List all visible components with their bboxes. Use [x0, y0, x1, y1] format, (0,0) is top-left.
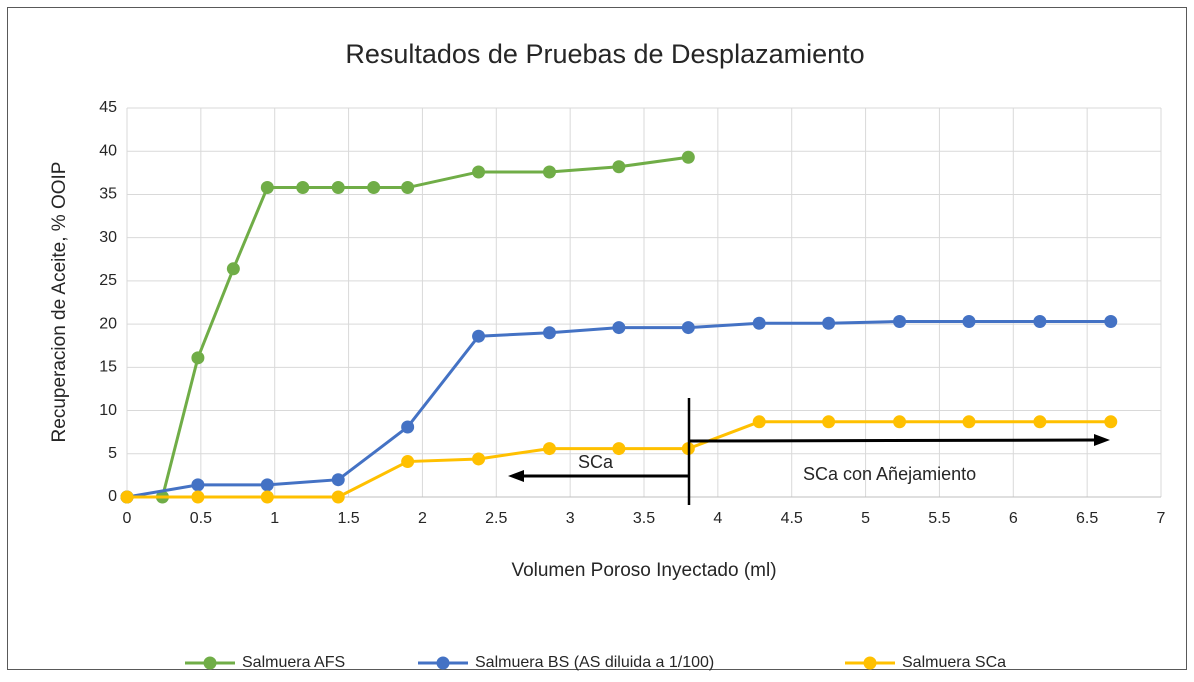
x-tick-label: 3.5: [633, 510, 655, 527]
data-point: [1033, 315, 1047, 329]
data-point: [191, 478, 205, 492]
y-tick-label: 25: [99, 272, 117, 289]
x-tick-label: 0: [123, 510, 132, 527]
data-point: [893, 315, 907, 329]
x-tick-label: 2: [418, 510, 427, 527]
y-tick-label: 35: [99, 186, 117, 203]
data-point: [472, 165, 486, 179]
x-tick-label: 6.5: [1076, 510, 1098, 527]
legend-marker: [863, 656, 877, 670]
y-tick-label: 5: [108, 445, 117, 462]
data-point: [893, 415, 907, 429]
x-tick-label: 7: [1157, 510, 1166, 527]
annotation: SCa con Añejamiento: [803, 464, 976, 484]
data-point: [401, 455, 415, 469]
data-point: [367, 181, 381, 195]
data-point: [1104, 415, 1118, 429]
arrow-right: [688, 438, 1097, 443]
arrow-head: [508, 470, 524, 482]
data-point: [120, 490, 134, 504]
arrow-head: [1094, 434, 1110, 446]
data-point: [472, 329, 486, 343]
chart-title: Resultados de Pruebas de Desplazamiento: [345, 39, 864, 69]
x-tick-label: 2.5: [485, 510, 507, 527]
data-point: [752, 316, 766, 330]
data-point: [681, 321, 695, 335]
data-point: [822, 415, 836, 429]
legend-marker: [203, 656, 217, 670]
legend-marker: [436, 656, 450, 670]
data-point: [472, 452, 486, 466]
x-tick-label: 1: [270, 510, 279, 527]
legend-label: Salmuera BS (AS diluida a 1/100): [475, 654, 714, 671]
x-tick-label: 4: [713, 510, 722, 527]
data-point: [1033, 415, 1047, 429]
x-tick-label: 3: [566, 510, 575, 527]
data-point: [260, 478, 274, 492]
data-point: [822, 316, 836, 330]
y-tick-label: 20: [99, 315, 117, 332]
data-point: [191, 490, 205, 504]
data-point: [962, 415, 976, 429]
y-axis-label: Recuperacion de Aceite, % OOIP: [49, 162, 70, 443]
data-point: [260, 181, 274, 195]
y-tick-label: 30: [99, 229, 117, 246]
data-point: [542, 326, 556, 340]
x-tick-label: 5.5: [928, 510, 950, 527]
series-group: [120, 150, 1118, 504]
x-tick-label: 4.5: [781, 510, 803, 527]
data-point: [331, 473, 345, 487]
data-point: [542, 165, 556, 179]
y-tick-label: 0: [108, 488, 117, 505]
x-tick-label: 5: [861, 510, 870, 527]
annotation: SCa: [578, 452, 614, 472]
data-point: [296, 181, 310, 195]
y-tick-label: 15: [99, 359, 117, 376]
data-point: [191, 351, 205, 365]
data-point: [226, 262, 240, 276]
data-point: [612, 321, 626, 335]
x-tick-label: 1.5: [337, 510, 359, 527]
data-point: [331, 181, 345, 195]
x-tick-label: 0.5: [190, 510, 212, 527]
legend-label: Salmuera SCa: [902, 654, 1006, 671]
y-tick-label: 40: [99, 142, 117, 159]
x-tick-label: 6: [1009, 510, 1018, 527]
data-point: [260, 490, 274, 504]
data-point: [681, 150, 695, 164]
data-point: [962, 315, 976, 329]
data-point: [401, 181, 415, 195]
legend-label: Salmuera AFS: [242, 654, 345, 671]
data-point: [752, 415, 766, 429]
legend: Salmuera AFS Salmuera BS (AS diluida a 1/…: [185, 654, 1006, 671]
x-axis-label: Volumen Poroso Inyectado (ml): [511, 560, 776, 581]
data-point: [542, 442, 556, 456]
data-point: [612, 160, 626, 174]
y-tick-label: 10: [99, 402, 117, 419]
data-point: [612, 442, 626, 456]
y-tick-label: 45: [99, 99, 117, 116]
data-point: [331, 490, 345, 504]
data-point: [1104, 315, 1118, 329]
data-point: [401, 420, 415, 434]
